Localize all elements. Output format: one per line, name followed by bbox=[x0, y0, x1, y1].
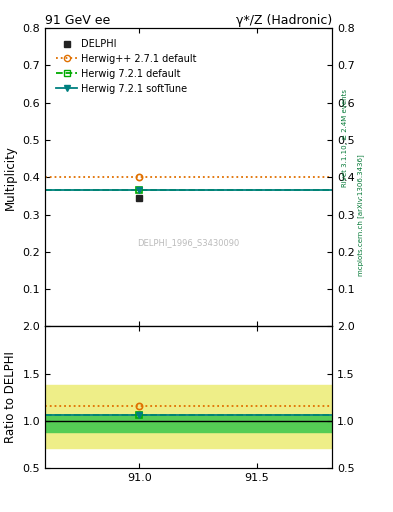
Text: mcplots.cern.ch [arXiv:1306.3436]: mcplots.cern.ch [arXiv:1306.3436] bbox=[358, 154, 364, 276]
Bar bbox=[45, 385, 332, 447]
Y-axis label: Ratio to DELPHI: Ratio to DELPHI bbox=[4, 352, 17, 443]
Text: γ*/Z (Hadronic): γ*/Z (Hadronic) bbox=[236, 14, 332, 27]
Y-axis label: Multiplicity: Multiplicity bbox=[4, 145, 17, 210]
Text: DELPHI_1996_S3430090: DELPHI_1996_S3430090 bbox=[138, 239, 240, 247]
Legend: DELPHI, Herwig++ 2.7.1 default, Herwig 7.2.1 default, Herwig 7.2.1 softTune: DELPHI, Herwig++ 2.7.1 default, Herwig 7… bbox=[53, 36, 200, 96]
Bar bbox=[45, 416, 332, 433]
Text: Rivet 3.1.10, ≥ 2.4M events: Rivet 3.1.10, ≥ 2.4M events bbox=[342, 89, 348, 187]
Text: 91 GeV ee: 91 GeV ee bbox=[45, 14, 110, 27]
